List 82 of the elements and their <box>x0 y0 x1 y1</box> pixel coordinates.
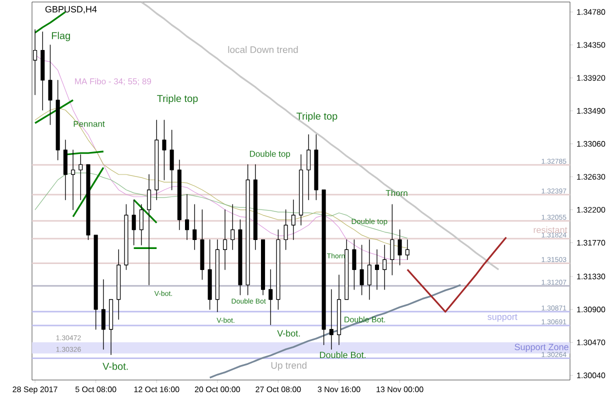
candlestick <box>177 160 182 230</box>
candlestick <box>222 209 228 270</box>
x-tick-label: 13 Nov 00:00 <box>376 386 424 392</box>
candlestick <box>147 174 152 286</box>
candlestick <box>405 239 410 260</box>
candlestick <box>382 244 387 290</box>
candlestick <box>48 44 52 126</box>
candlestick <box>56 80 60 160</box>
candlestick <box>398 229 402 266</box>
candlestick <box>40 32 45 110</box>
annotation: MA Fibo - 34; 55; 89 <box>75 78 152 86</box>
annotation: Triple top <box>157 94 198 104</box>
x-tick-label: 3 Nov 16:00 <box>318 386 360 392</box>
candlestick <box>215 239 220 312</box>
candlestick <box>291 199 296 240</box>
candlestick <box>367 239 372 300</box>
candlestick <box>374 249 380 290</box>
y-tick-label: 1.32630 <box>577 174 606 180</box>
y-tick-label: 1.34780 <box>577 9 606 15</box>
candlestick <box>322 190 326 346</box>
candlestick <box>238 219 242 296</box>
candlestick <box>352 239 356 290</box>
y-tick-label: 1.33920 <box>577 75 606 81</box>
x-tick-label: 12 Oct 16:00 <box>134 386 180 392</box>
y-tick-label: 1.32200 <box>577 206 606 213</box>
y-tick-label: 1.30900 <box>577 306 606 312</box>
x-tick-label: 20 Oct 00:00 <box>194 386 240 392</box>
line-series <box>72 166 104 218</box>
candlestick <box>185 194 190 240</box>
band-label: Support Zone <box>514 344 568 352</box>
candlestick <box>124 204 128 270</box>
annotation: Triple top <box>296 112 338 122</box>
candlestick <box>314 134 318 200</box>
candlestick <box>298 154 304 226</box>
annotation: Double Bot. <box>320 352 366 358</box>
y-tick-label: 1.30470 <box>577 340 606 346</box>
candlestick <box>306 134 311 200</box>
candlestick <box>390 204 394 276</box>
line-series <box>208 284 462 379</box>
y-tick-label: 1.33060 <box>577 141 606 147</box>
candlestick <box>71 150 76 210</box>
annotation: Pennant <box>74 120 105 127</box>
candlestick <box>154 120 159 200</box>
x-tick-label: 27 Oct 08:00 <box>256 386 301 392</box>
annotation: V-bot. <box>277 330 300 337</box>
candlestick <box>94 234 98 330</box>
annotation: local Down trend <box>228 46 298 54</box>
line-series <box>34 99 74 124</box>
candlestick <box>170 130 174 190</box>
candlestick <box>329 289 334 350</box>
candlestick <box>260 239 266 296</box>
annotation: Up trend <box>271 362 306 371</box>
annotation: Flag <box>52 32 70 42</box>
candlestick <box>109 299 114 356</box>
annotation: Thorn <box>386 190 408 196</box>
candlestick <box>276 229 280 310</box>
annotation: support <box>488 314 518 322</box>
candlestick <box>336 274 342 346</box>
y-tick-label: 1.33490 <box>577 108 606 114</box>
candlestick <box>132 199 136 246</box>
candlestick <box>63 140 68 200</box>
candlestick <box>139 204 144 246</box>
candlestick <box>116 249 121 320</box>
x-tick-label: 28 Sep 2017 <box>12 386 58 394</box>
chart-title: GBPUSD,H4 <box>45 6 97 14</box>
y-tick-label: 1.31770 <box>577 240 606 246</box>
y-tick-label: 1.30040 <box>577 372 606 378</box>
candlestick <box>86 164 90 240</box>
annotation: Double top <box>250 150 290 159</box>
candlestick <box>344 239 349 300</box>
candlestick <box>360 244 364 296</box>
annotation: resistant <box>534 226 568 234</box>
candlestick <box>284 209 288 250</box>
y-tick-label: 1.34350 <box>577 42 606 48</box>
annotation: V-bot. <box>102 362 128 370</box>
candlestick <box>246 164 250 296</box>
y-tick-label: 1.31330 <box>577 274 606 280</box>
x-tick-label: 5 Oct 08:00 <box>75 386 116 392</box>
candlestick <box>101 279 106 350</box>
candlestick <box>208 239 212 310</box>
candlestick <box>253 164 258 250</box>
candlestick <box>200 209 204 280</box>
